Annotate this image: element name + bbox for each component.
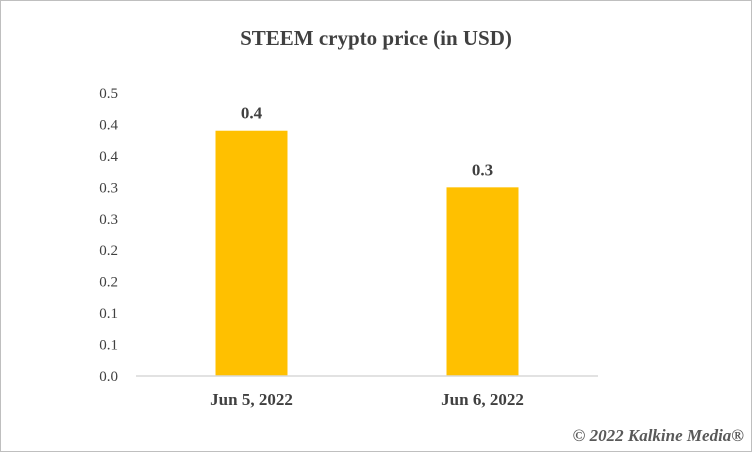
chart-title: STEEM crypto price (in USD) xyxy=(240,26,512,50)
y-tick-label: 0.1 xyxy=(99,306,118,322)
y-tick-label: 0.3 xyxy=(99,180,118,196)
x-tick-label: Jun 5, 2022 xyxy=(210,390,293,409)
bar xyxy=(215,130,288,376)
y-tick-label: 0.4 xyxy=(99,117,118,133)
y-tick-label: 0.2 xyxy=(99,275,118,291)
watermark: © 2022 Kalkine Media® xyxy=(572,426,744,445)
y-tick-label: 0.2 xyxy=(99,243,118,259)
y-tick-label: 0.3 xyxy=(99,212,118,228)
y-tick-label: 0.0 xyxy=(99,369,118,385)
bar xyxy=(446,187,519,376)
data-label: 0.3 xyxy=(472,160,493,179)
x-tick-label: Jun 6, 2022 xyxy=(441,390,524,409)
y-tick-label: 0.1 xyxy=(99,338,118,354)
y-tick-label: 0.4 xyxy=(99,149,118,165)
data-label: 0.4 xyxy=(241,104,263,123)
y-tick-label: 0.5 xyxy=(99,86,118,102)
